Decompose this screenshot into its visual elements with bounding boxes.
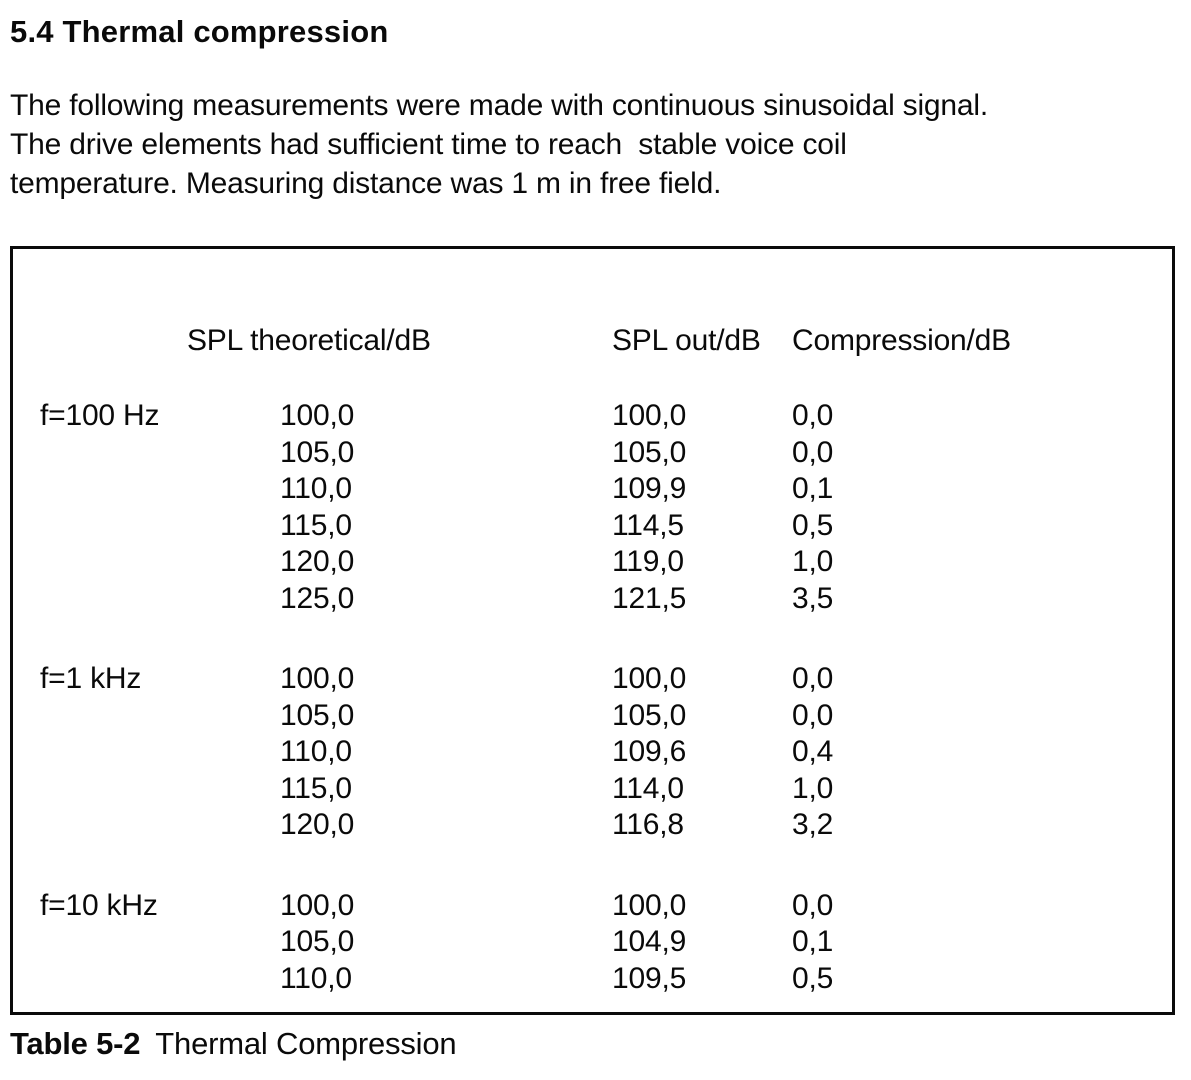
value-cell: 109,6 [612,735,687,768]
table-body: f=100 Hz 100,0 100,0 0,0 105,0 105,0 0,0 110,0 1… [40,398,1172,997]
value-cell: 100,0 [612,888,687,922]
column-header-spl-out: SPL out/dB [612,324,761,357]
table-row: f=1 kHz 100,0 100,0 0,0 [40,661,1172,698]
value-cell: 0,0 [792,888,834,922]
value-cell: 0,5 [792,508,834,542]
value-cell: 104,9 [612,925,687,958]
value-cell: 0,0 [792,399,834,432]
value-cell: 100,0 [280,662,355,695]
value-cell: 0,1 [792,925,834,958]
table-row: 115,0 114,0 1,0 [40,771,1172,808]
frequency-group: f=1 kHz 100,0 100,0 0,0 105,0 105,0 0,0 110,0 10… [40,661,1172,844]
value-cell: 115,0 [280,508,352,542]
paragraph-line: temperature. Measuring distance was 1 m … [10,167,722,200]
table-frame: SPL theoretical/dB SPL out/dB Compressio… [10,246,1175,1015]
value-cell: 1,0 [792,771,834,805]
table-row: 120,0 116,8 3,2 [40,807,1172,844]
value-cell: 0,4 [792,735,834,768]
frequency-cell [40,698,280,735]
intro-paragraph: The following measurements were made wit… [10,86,1181,203]
column-header-spl-theoretical: SPL theoretical/dB [187,324,431,357]
frequency-cell [40,961,280,998]
value-cell: 105,0 [612,435,687,469]
value-cell: 110,0 [280,472,352,505]
value-cell: 110,0 [280,961,352,995]
value-cell: 105,0 [612,698,687,732]
table-caption-label: Table 5-2 [10,1026,141,1061]
value-cell: 0,0 [792,698,834,732]
table-row: 110,0 109,5 0,5 [40,961,1172,998]
frequency-cell [40,807,280,844]
table-row: f=100 Hz 100,0 100,0 0,0 [40,398,1172,435]
value-cell: 3,5 [792,581,834,615]
value-cell: 1,0 [792,545,834,578]
value-cell: 100,0 [612,399,687,432]
frequency-group: f=100 Hz 100,0 100,0 0,0 105,0 105,0 0,0 110,0 1… [40,398,1172,617]
value-cell: 109,5 [612,961,687,995]
table-row: 105,0 105,0 0,0 [40,698,1172,735]
value-cell: 114,5 [612,508,684,542]
frequency-cell: f=1 kHz [40,662,142,695]
value-cell: 121,5 [612,581,687,615]
value-cell: 3,2 [792,808,834,841]
table-caption: Table 5-2 Thermal Compression [10,1026,1181,1062]
frequency-cell: f=100 Hz [40,399,160,432]
value-cell: 105,0 [280,925,355,958]
value-cell: 100,0 [280,888,355,922]
value-cell: 114,0 [612,771,684,805]
frequency-cell [40,544,280,581]
frequency-cell [40,771,280,808]
frequency-cell [40,581,280,618]
paragraph-line: The drive elements had sufficient time t… [10,128,847,161]
value-cell: 0,5 [792,961,834,995]
value-cell: 115,0 [280,771,352,805]
value-cell: 105,0 [280,698,355,732]
frequency-cell [40,435,280,472]
value-cell: 100,0 [612,662,687,695]
value-cell: 110,0 [280,735,352,768]
value-cell: 0,1 [792,472,834,505]
table-header-row: SPL theoretical/dB SPL out/dB Compressio… [40,323,1172,359]
frequency-cell [40,508,280,545]
frequency-cell [40,924,280,961]
table-row: 125,0 121,5 3,5 [40,581,1172,618]
value-cell: 119,0 [612,545,684,578]
table-row: 105,0 104,9 0,1 [40,924,1172,961]
value-cell: 109,9 [612,472,687,505]
value-cell: 0,0 [792,662,834,695]
frequency-group: f=10 kHz 100,0 100,0 0,0 105,0 104,9 0,1 110,0 1… [40,888,1172,998]
value-cell: 120,0 [280,808,355,841]
value-cell: 125,0 [280,581,355,615]
value-cell: 116,8 [612,808,684,841]
table-row: 110,0 109,9 0,1 [40,471,1172,508]
table-row: 110,0 109,6 0,4 [40,734,1172,771]
value-cell: 100,0 [280,399,355,432]
paragraph-line: The following measurements were made wit… [10,89,988,122]
table-row: 105,0 105,0 0,0 [40,435,1172,472]
table-caption-text: Thermal Compression [155,1026,457,1061]
table-row: 120,0 119,0 1,0 [40,544,1172,581]
frequency-cell [40,471,280,508]
value-cell: 105,0 [280,435,355,469]
table-row: 115,0 114,5 0,5 [40,508,1172,545]
column-header-compression: Compression/dB [792,324,1011,357]
header-spacer [40,323,187,359]
table-row: f=10 kHz 100,0 100,0 0,0 [40,888,1172,925]
value-cell: 120,0 [280,545,355,578]
value-cell: 0,0 [792,435,834,469]
section-heading: 5.4 Thermal compression [10,14,389,49]
frequency-cell: f=10 kHz [40,888,158,922]
frequency-cell [40,734,280,771]
